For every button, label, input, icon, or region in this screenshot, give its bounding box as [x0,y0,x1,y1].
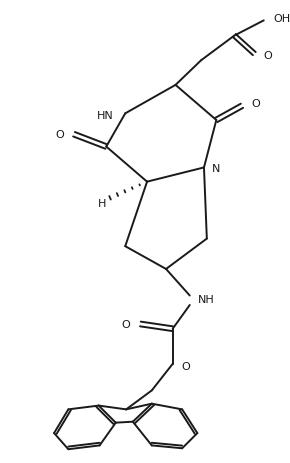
Text: O: O [264,50,273,60]
Text: OH: OH [273,13,290,24]
Text: H: H [98,198,107,208]
Text: O: O [56,130,64,140]
Text: O: O [121,319,130,329]
Text: O: O [181,361,190,371]
Text: N: N [212,164,220,174]
Text: O: O [251,99,260,109]
Text: HN: HN [97,111,114,121]
Text: NH: NH [198,294,215,305]
